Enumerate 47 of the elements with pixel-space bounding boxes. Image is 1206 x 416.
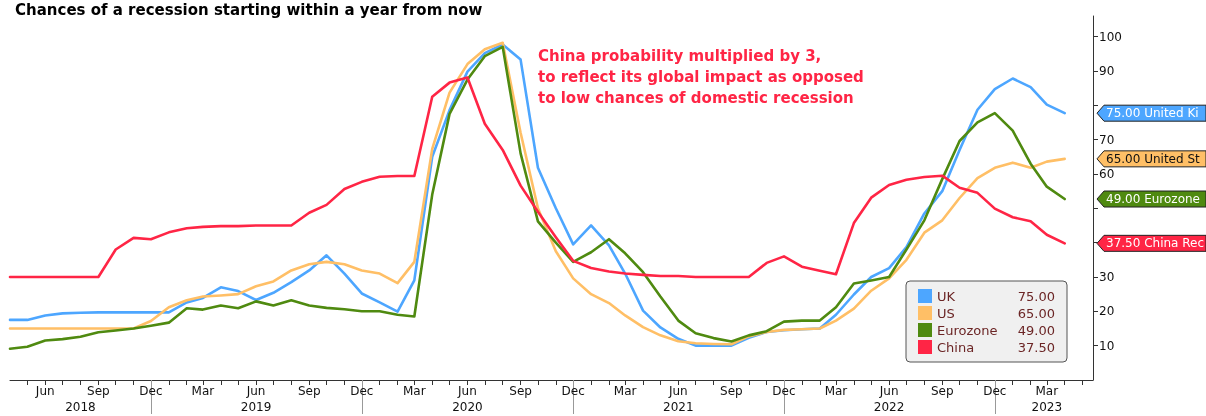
y-tick-label: 90 [1099,63,1115,78]
annotation: 65.00 [1017,305,1055,321]
x-tick-label: Sep [509,384,532,398]
annotation: 49.00 [1017,322,1055,338]
y-tick-label: 20 [1099,304,1115,319]
text: 37.50 China Rec [1106,236,1205,251]
x-tick-label: Jun [878,384,899,398]
y-tick-label: 60 [1099,166,1115,181]
x2-tick-label: 2020 [452,400,483,414]
annotation: 75.00 [1017,288,1055,304]
y-tick-label: 70 [1099,132,1115,147]
x-tick-label: Jun [667,384,688,398]
text: 49.00 Eurozone [1106,192,1200,207]
x2-tick-label: 2022 [873,400,905,414]
legend-label: Eurozone [937,322,998,338]
legend-label: UK [937,288,956,304]
x-tick-label: Mar [824,384,848,398]
x-tick-label: Mar [403,384,426,398]
x-tick-label: Sep [87,384,110,398]
x-tick-label: Sep [930,384,954,398]
x-tick-label: Dec [350,384,374,398]
x2-tick-label: 2019 [240,400,272,414]
y-tick-label: 10 [1099,338,1115,353]
x-tick-label: Jun [34,384,55,398]
annotation: China probability multiplied by 3, to reflect its global impact as opposed to low chances of domestic recession [538,46,864,107]
x2-tick-label: 2018 [65,400,96,414]
x-tick-label: Jun [457,384,477,398]
annotation: 37.50 [1017,339,1055,355]
x-tick-label: Dec [561,384,585,398]
text: 65.00 United St [1106,151,1201,166]
x-tick-label: Dec [772,384,796,398]
x-tick-label: Sep [297,384,321,398]
x2-tick-label: 2021 [663,400,694,414]
legend-label: China [937,339,975,355]
x-tick-label: Mar [613,384,637,398]
x-tick-label: Mar [191,384,215,398]
x-tick-label: Mar [1035,384,1059,398]
y-tick-label: 100 [1099,29,1122,44]
chart-title: Chances of a recession starting within a year from now [15,0,483,19]
x2-tick-label: 2023 [1031,400,1063,414]
x-tick-label: Dec [139,384,163,398]
x-tick-label: Sep [720,384,743,398]
y-tick-label: 30 [1099,269,1115,284]
x-tick-label: Jun [245,384,266,398]
x-tick-label: Dec [983,384,1007,398]
text: 75.00 United Ki [1106,106,1199,121]
legend-label: US [937,305,955,321]
